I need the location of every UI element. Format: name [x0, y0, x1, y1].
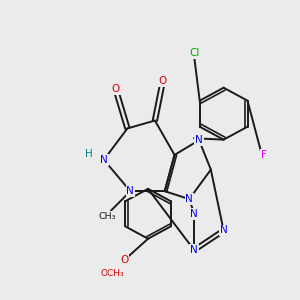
Text: H: H — [85, 148, 93, 159]
Text: N: N — [190, 245, 198, 255]
Text: O: O — [112, 84, 120, 94]
Text: N: N — [185, 194, 193, 204]
Text: Cl: Cl — [189, 48, 200, 58]
Text: CH₃: CH₃ — [98, 212, 116, 220]
Text: N: N — [195, 135, 203, 145]
Text: N: N — [100, 155, 108, 165]
Text: N: N — [127, 186, 134, 196]
Text: F: F — [261, 150, 267, 160]
Text: O: O — [159, 76, 167, 86]
Text: N: N — [190, 209, 198, 219]
Text: N: N — [220, 226, 227, 236]
Text: O: O — [120, 255, 129, 265]
Text: OCH₃: OCH₃ — [100, 269, 124, 278]
